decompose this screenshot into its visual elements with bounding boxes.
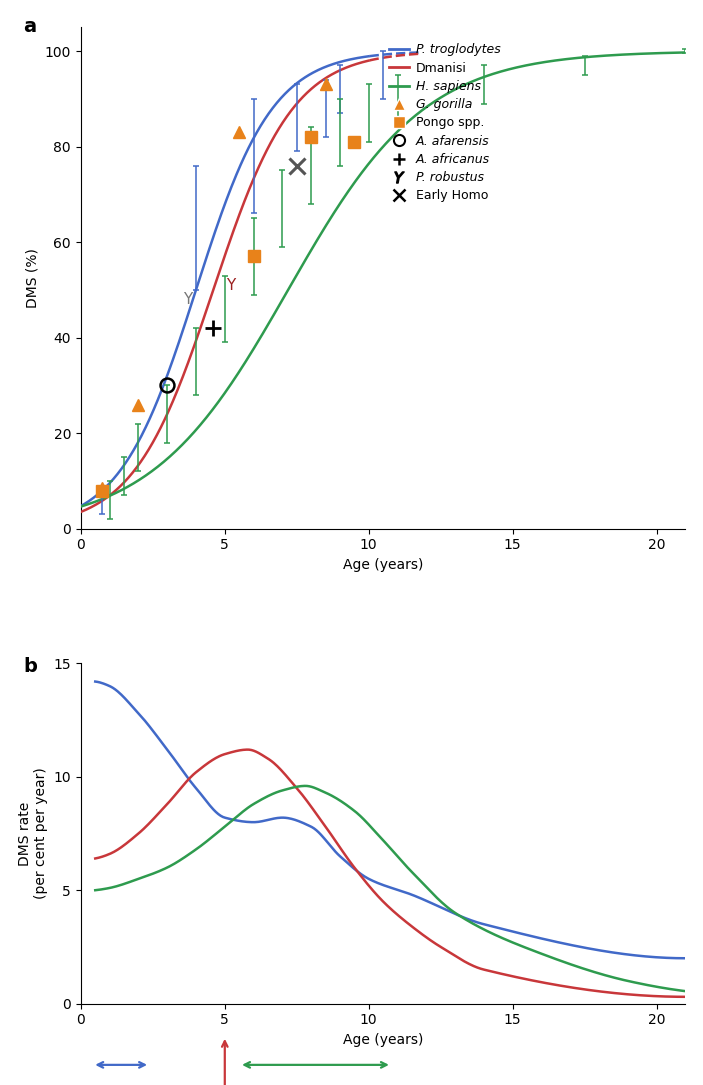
Y-axis label: DMS (%): DMS (%) [25,248,39,308]
Y-axis label: DMS rate
(per cent per year): DMS rate (per cent per year) [18,768,48,899]
Text: Y: Y [226,278,236,293]
Text: a: a [23,17,37,36]
X-axis label: Age (years): Age (years) [343,558,423,572]
X-axis label: Age (years): Age (years) [343,1033,423,1047]
Text: b: b [23,656,37,676]
Legend: P. troglodytes, Dmanisi, H. sapiens, G. gorilla, Pongo spp., A. afarensis, A. af: P. troglodytes, Dmanisi, H. sapiens, G. … [389,43,501,203]
Text: Y: Y [183,292,192,307]
